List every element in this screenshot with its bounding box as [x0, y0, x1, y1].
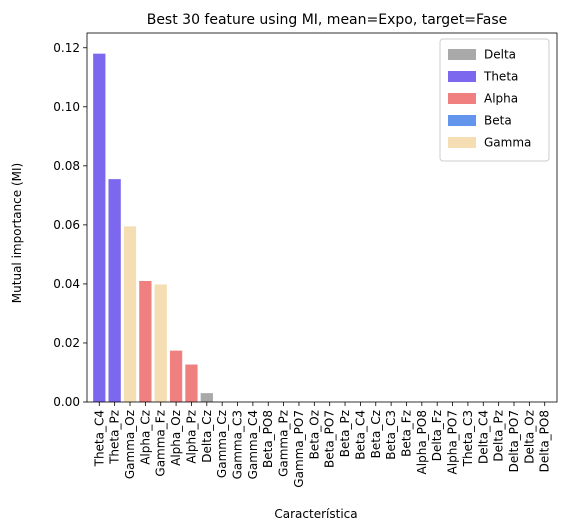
bar-Alpha_Oz — [169, 350, 183, 402]
legend-label-delta: Delta — [484, 48, 516, 62]
x-tick-label: Beta_PO7 — [323, 410, 337, 468]
legend-box — [439, 38, 550, 162]
bar-Alpha_Pz — [185, 364, 198, 402]
x-tick-label: Gamma_C3 — [231, 410, 245, 479]
y-tick-label: 0.02 — [53, 336, 80, 350]
x-axis-label: Característica — [274, 507, 357, 521]
x-tick-label: Theta_C4 — [92, 410, 106, 467]
bar-Alpha_Cz — [139, 280, 152, 402]
bar-Gamma_Fz — [154, 284, 167, 402]
bar-Theta_C4 — [93, 53, 106, 402]
bar-Theta_Pz — [108, 179, 121, 402]
legend-label-alpha: Alpha — [484, 92, 518, 106]
plot-area: Theta_C4 Theta_Pz Gamma_Oz Alpha_Cz Gamma_Fz… — [53, 32, 558, 488]
x-tick-label: Gamma_Oz — [123, 410, 137, 479]
y-tick-label: 0.06 — [53, 218, 80, 232]
y-tick-label: 0.04 — [53, 277, 80, 291]
x-tick-label: Alpha_Oz — [169, 410, 183, 466]
legend-swatch-beta — [448, 115, 476, 126]
x-tick-label: Alpha_Cz — [138, 410, 152, 465]
y-tick-label: 0.08 — [53, 159, 80, 173]
x-tick-label: Gamma_PO7 — [292, 410, 306, 488]
legend: Delta Theta Alpha Beta Gamma — [439, 38, 550, 162]
y-tick-label: 0.00 — [53, 395, 80, 409]
legend-label-gamma: Gamma — [484, 136, 531, 150]
x-tick-label: Alpha_PO8 — [415, 410, 429, 474]
x-tick-label: Beta_Cz — [369, 410, 383, 458]
x-tick-label: Theta_Pz — [108, 410, 122, 465]
legend-swatch-theta — [448, 71, 476, 82]
x-tick-label: Delta_Oz — [522, 410, 536, 464]
x-tick-label: Beta_C3 — [384, 410, 398, 460]
legend-label-theta: Theta — [483, 70, 518, 84]
y-tick-label: 0.10 — [53, 100, 80, 114]
y-tick-label: 0.12 — [53, 41, 80, 55]
bar-Gamma_Oz — [123, 226, 137, 402]
axes-frame — [86, 32, 558, 403]
x-tick-label: Delta_Fz — [430, 410, 444, 461]
legend-swatch-alpha — [448, 93, 476, 104]
x-tick-label: Alpha_Pz — [184, 410, 198, 464]
x-tick-label: Beta_C4 — [353, 410, 367, 460]
x-tick-label: Gamma_Pz — [277, 410, 291, 477]
bar-Delta_Cz — [200, 393, 213, 402]
x-tick-label: Delta_PO8 — [538, 410, 552, 472]
x-tick-label: Delta_PO7 — [507, 410, 521, 472]
legend-label-beta: Beta — [484, 114, 512, 128]
x-tick-label: Alpha_PO7 — [446, 410, 460, 474]
legend-swatch-gamma — [448, 137, 476, 148]
y-axis-label: Mutual importance (MI) — [10, 163, 24, 303]
x-tick-label: Beta_Fz — [399, 410, 413, 457]
x-tick-label: Theta_C3 — [461, 410, 475, 467]
x-tick-label: Delta_C4 — [476, 410, 490, 464]
legend-swatch-delta — [448, 49, 476, 60]
x-tick-label: Gamma_Cz — [215, 410, 229, 478]
x-tick-label: Beta_Pz — [338, 410, 352, 457]
x-tick-label: Gamma_Fz — [154, 410, 168, 477]
x-tick-label: Delta_Pz — [492, 410, 506, 462]
x-tick-label: Beta_PO8 — [261, 410, 275, 468]
x-tick-label: Delta_Cz — [200, 410, 214, 463]
chart-title: Best 30 feature using MI, mean=Expo, tar… — [147, 12, 508, 28]
x-tick-label: Beta_Oz — [307, 410, 321, 459]
x-tick-label: Gamma_C4 — [246, 410, 260, 479]
